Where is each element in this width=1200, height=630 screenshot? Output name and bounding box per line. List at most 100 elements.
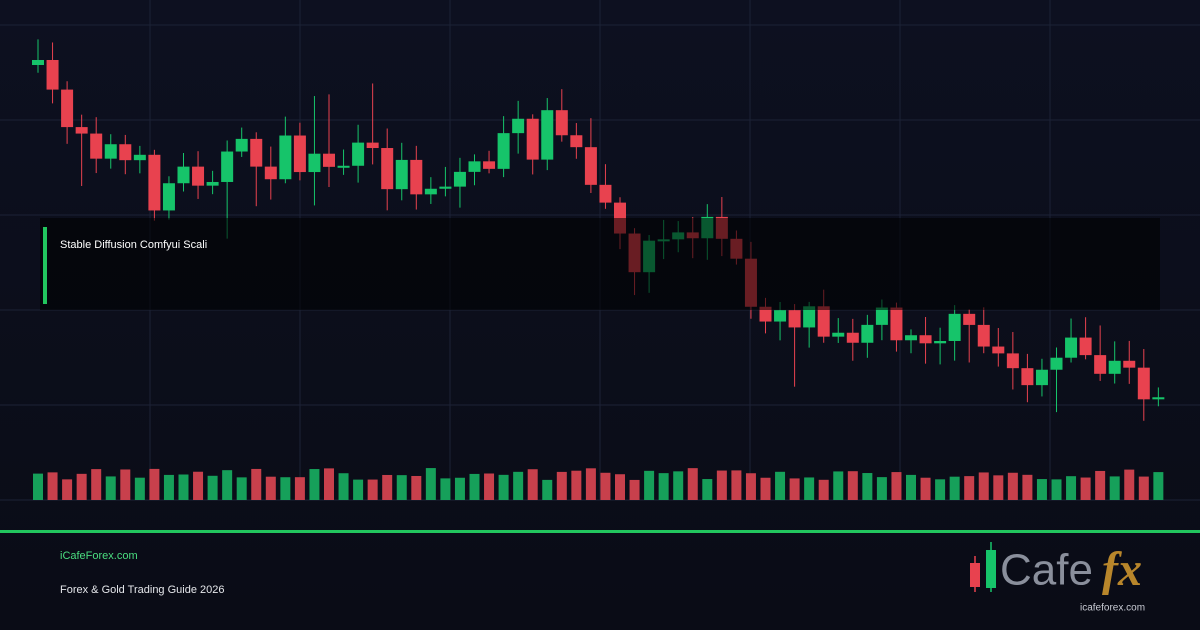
candle-body [599, 184, 612, 203]
candle-body [759, 306, 772, 322]
volume-bar [469, 473, 480, 500]
volume-bar [163, 474, 174, 500]
candle-body [584, 147, 597, 185]
volume-bar [920, 477, 931, 500]
logo-candle [970, 563, 980, 587]
volume-bar [382, 474, 393, 500]
volume-bar [789, 478, 800, 500]
volume-bar [498, 474, 509, 500]
volume-bar [1051, 479, 1062, 500]
candle-body [1035, 369, 1048, 386]
candle-body [133, 154, 146, 161]
candle-body [410, 159, 423, 195]
volume-bar [949, 476, 960, 500]
candle-body [366, 142, 379, 149]
volume-bar [615, 474, 625, 500]
candle-body [1021, 368, 1034, 386]
candle-body [395, 159, 408, 190]
volume-bar [1124, 469, 1135, 500]
volume-bar [440, 478, 451, 500]
candle-body [119, 144, 132, 161]
volume-bar [265, 476, 276, 500]
candle-body [526, 118, 539, 160]
candle-body [308, 153, 321, 173]
candle-body [1152, 397, 1165, 400]
volume-bar [833, 471, 844, 500]
volume-bar [1109, 476, 1120, 500]
volume-bar [687, 468, 698, 500]
candle-body [570, 135, 583, 148]
candle-body [75, 127, 88, 134]
candle-body [934, 340, 947, 344]
candle-body [1050, 357, 1063, 370]
site-link[interactable]: iCafeForex.com [60, 550, 138, 562]
volume-bar [251, 468, 262, 500]
candle-body [803, 306, 816, 328]
logo-text: Cafe [1000, 546, 1093, 595]
volume-bar [1007, 472, 1018, 500]
volume-bar [1022, 474, 1033, 500]
candle-body [919, 335, 932, 344]
volume-bar [862, 473, 873, 500]
volume-bar [993, 475, 1004, 500]
candle-body [221, 151, 234, 182]
volume-bar [673, 471, 684, 500]
candle-body [890, 307, 903, 341]
volume-bar [294, 477, 305, 500]
volume-bar [411, 475, 422, 500]
candle-body [832, 332, 845, 337]
volume-bar [236, 477, 247, 500]
volume-bar [804, 477, 815, 500]
candle-body [90, 133, 103, 159]
candle-body [381, 148, 394, 190]
volume-bar [1095, 470, 1106, 500]
candle-body [352, 142, 365, 166]
volume-bar [105, 476, 116, 500]
volume-bar [629, 479, 640, 500]
volume-bar [876, 477, 887, 500]
volume-bar [775, 471, 786, 500]
candle-body [977, 324, 990, 347]
volume-bar [149, 468, 160, 500]
candle-body [1137, 367, 1150, 400]
volume-bar [1153, 472, 1164, 500]
candle-body [497, 133, 510, 169]
candle-body [788, 310, 801, 328]
volume-bar [76, 473, 87, 500]
volume-bar [935, 479, 946, 500]
candle-body [279, 135, 292, 180]
candle-body [817, 306, 830, 337]
candle-body [992, 346, 1005, 354]
volume-bar [280, 477, 291, 500]
volume-bar [906, 474, 916, 500]
candle-body [512, 118, 525, 134]
candle-body [235, 138, 248, 152]
volume-bar [818, 479, 829, 500]
volume-bar [1066, 476, 1077, 500]
candle-body [323, 153, 335, 167]
volume-bar [338, 473, 349, 500]
volume-bar [367, 479, 378, 500]
candle-body [206, 181, 219, 186]
volume-bar [745, 473, 756, 500]
volume-bar [396, 475, 407, 500]
candle-body [541, 110, 554, 160]
candle-body [1123, 360, 1136, 368]
volume-bar [600, 472, 611, 500]
volume-bar [425, 468, 436, 500]
logo-accent: fx [1102, 543, 1142, 596]
volume-bar [484, 473, 495, 500]
candle-body [453, 171, 466, 187]
volume-bar [47, 472, 58, 500]
logo: Cafe fx icafeforex.com [970, 542, 1145, 614]
volume-bar [847, 471, 858, 500]
candle-body [483, 161, 496, 169]
candle-body [1108, 360, 1121, 374]
candle-body [875, 307, 888, 325]
title-accent [43, 227, 47, 304]
candle-body [1079, 337, 1092, 356]
candle-body [264, 166, 277, 180]
volume-bar [454, 477, 465, 500]
volume-bar [891, 472, 902, 500]
candle-body [555, 110, 568, 136]
